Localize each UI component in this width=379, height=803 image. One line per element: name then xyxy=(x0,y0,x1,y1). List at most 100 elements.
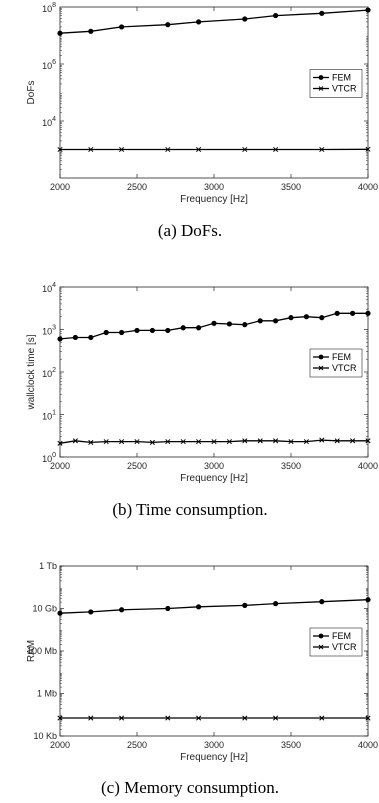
data-point-fem xyxy=(119,24,125,30)
data-point-vtcr xyxy=(134,439,140,445)
cross-stroke xyxy=(365,715,371,721)
cross-stroke xyxy=(350,438,356,444)
cross-stroke xyxy=(365,438,371,444)
legend-box xyxy=(309,69,363,98)
legend-label: VTCR xyxy=(332,84,357,94)
cross-stroke xyxy=(273,146,279,153)
cross-stroke xyxy=(365,146,371,152)
cross-stroke xyxy=(57,715,63,721)
y-tick-label: 103 xyxy=(42,325,56,337)
cross-stroke xyxy=(303,439,309,445)
y-tick-label: 10 Kb xyxy=(33,731,57,741)
legend-marker-circle xyxy=(318,354,324,360)
x-tick-label: 3000 xyxy=(204,182,224,192)
cross-stroke xyxy=(88,715,94,721)
y-tick-label: 102 xyxy=(42,367,56,379)
tick-exponent: 4 xyxy=(52,116,56,123)
data-point-vtcr xyxy=(319,715,325,721)
legend-marker-circle xyxy=(318,633,324,639)
y-axis-label: RAM xyxy=(26,640,37,662)
data-point-fem xyxy=(180,325,186,331)
x-tick-label: 3000 xyxy=(204,461,224,471)
data-point-fem xyxy=(88,28,94,34)
cross-stroke xyxy=(165,715,171,721)
data-point-fem xyxy=(334,310,340,316)
data-point-fem xyxy=(165,327,171,334)
legend-marker-cross xyxy=(318,644,324,650)
tick-base: 10 xyxy=(42,369,52,379)
data-point-fem xyxy=(134,327,140,334)
data-point-fem xyxy=(273,318,279,324)
data-point-vtcr xyxy=(88,715,94,721)
data-point-vtcr xyxy=(226,439,232,445)
data-point-fem xyxy=(273,601,279,607)
y-tick-label: 1 Tb xyxy=(39,561,57,571)
tick-exponent: 1 xyxy=(52,410,56,417)
data-point-vtcr xyxy=(57,146,63,153)
y-tick-label: 101 xyxy=(42,410,56,422)
x-tick-label: 4000 xyxy=(358,182,378,192)
cross-stroke xyxy=(334,438,340,444)
cross-stroke xyxy=(211,439,217,445)
cross-stroke xyxy=(88,146,94,153)
data-point-fem xyxy=(211,320,217,326)
tick-base: 10 xyxy=(42,454,52,464)
chart-panel-2: 2000 2500 3000 3500 4000100101102103104Frequ… xyxy=(26,282,378,519)
data-point-fem xyxy=(88,334,94,341)
data-point-vtcr xyxy=(165,715,171,721)
cross-stroke xyxy=(273,715,279,721)
legend-marker-cross xyxy=(318,365,324,371)
cross-stroke xyxy=(196,715,202,721)
cross-stroke xyxy=(196,439,202,445)
cross-stroke xyxy=(103,439,109,445)
data-point-vtcr xyxy=(273,715,279,721)
data-point-fem xyxy=(196,19,202,25)
data-point-vtcr xyxy=(119,439,125,445)
tick-exponent: 6 xyxy=(52,59,56,66)
data-point-fem xyxy=(319,10,325,16)
data-point-vtcr xyxy=(242,715,248,721)
cross-stroke xyxy=(319,437,325,443)
data-point-fem xyxy=(196,604,202,610)
y-tick-label: 10 Gb xyxy=(32,604,57,614)
data-point-vtcr xyxy=(72,438,78,444)
data-point-vtcr xyxy=(119,146,125,153)
tick-base: 10 xyxy=(42,412,52,422)
data-point-fem xyxy=(242,16,248,22)
data-point-vtcr xyxy=(103,439,109,445)
data-point-fem xyxy=(365,7,371,13)
data-point-vtcr xyxy=(365,438,371,444)
cross-stroke xyxy=(119,439,125,445)
data-point-vtcr xyxy=(119,715,125,721)
legend-label: FEM xyxy=(332,631,351,641)
x-tick-label: 3500 xyxy=(281,182,301,192)
tick-base: 10 xyxy=(42,327,52,337)
cross-stroke xyxy=(273,438,279,444)
x-tick-label: 3500 xyxy=(281,740,301,750)
data-point-vtcr xyxy=(165,439,171,445)
data-point-vtcr xyxy=(257,438,263,444)
cross-stroke xyxy=(288,439,294,445)
cross-stroke xyxy=(226,439,232,445)
data-point-fem xyxy=(165,22,171,28)
data-point-fem xyxy=(149,327,155,334)
data-point-vtcr xyxy=(88,146,94,153)
y-tick-label: 108 xyxy=(42,2,56,14)
data-point-fem xyxy=(365,597,371,603)
tick-exponent: 2 xyxy=(52,367,56,374)
data-point-vtcr xyxy=(303,439,309,445)
cross-stroke xyxy=(319,146,325,153)
y-tick-label: 100 Mb xyxy=(27,646,57,656)
legend-box xyxy=(309,627,363,657)
cross-stroke xyxy=(242,715,248,721)
cross-stroke xyxy=(165,439,171,445)
data-point-vtcr xyxy=(350,438,356,444)
data-point-vtcr xyxy=(211,439,217,445)
data-point-fem xyxy=(72,334,78,341)
legend-box xyxy=(309,348,363,378)
cross-stroke xyxy=(180,439,186,445)
data-point-fem xyxy=(350,310,356,316)
